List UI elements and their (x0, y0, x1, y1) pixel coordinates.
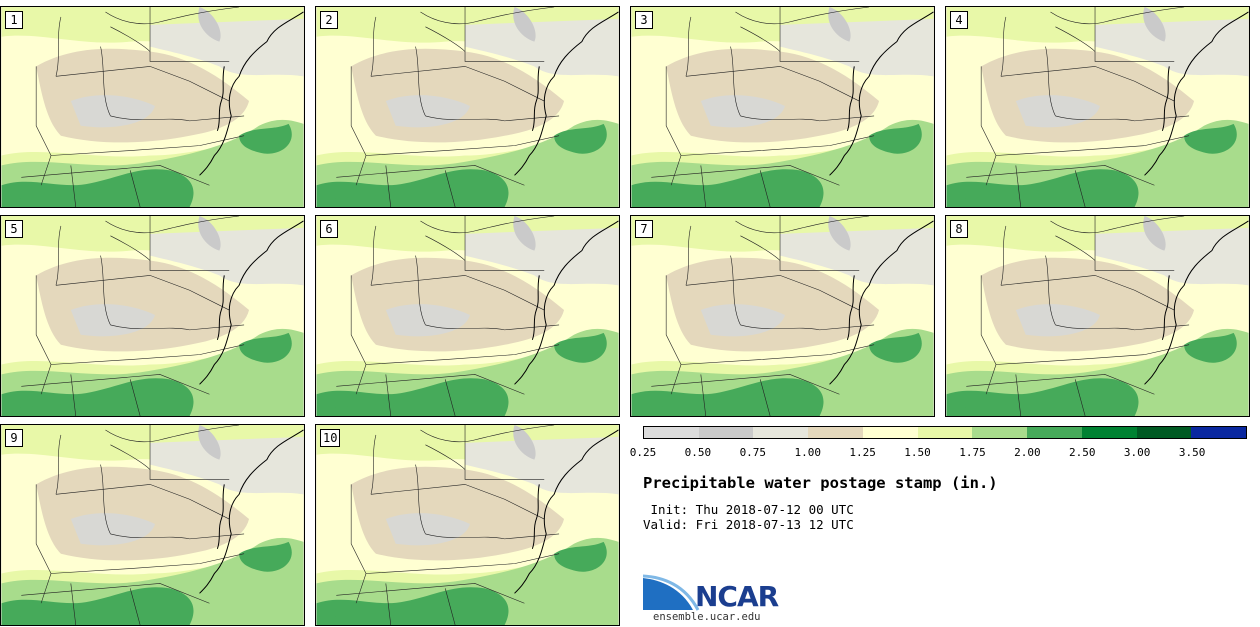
stamp-label-6: 6 (320, 220, 338, 238)
stamp-map-6 (316, 216, 619, 416)
stamp-label-9: 9 (5, 429, 23, 447)
stamp-map-4 (946, 7, 1249, 207)
stamp-label-2: 2 (320, 11, 338, 29)
stamp-panel-4: 4 (945, 6, 1250, 208)
stamp-label-4: 4 (950, 11, 968, 29)
colorbar-tick-label: 2.50 (1069, 446, 1096, 459)
stamp-map-1 (1, 7, 304, 207)
logo-url: ensemble.ucar.edu (653, 611, 761, 623)
stamp-map-8 (946, 216, 1249, 416)
colorbar-segment (917, 427, 973, 438)
stamp-label-10: 10 (320, 429, 341, 447)
colorbar-segment (1136, 427, 1192, 438)
colorbar-tick-label: 3.00 (1123, 446, 1151, 459)
stamp-label-5: 5 (5, 220, 23, 238)
colorbar-tick-label: 1.25 (849, 446, 876, 459)
stamp-panel-6: 6 (315, 215, 620, 417)
colorbar-tick-label: 0.25 (629, 446, 657, 459)
colorbar-tick-label: 0.50 (684, 446, 712, 459)
colorbar (643, 426, 1247, 439)
colorbar-segment (698, 427, 754, 438)
valid-time: Valid: Fri 2018-07-13 12 UTC (643, 517, 854, 532)
colorbar-segment (1027, 427, 1082, 438)
stamp-label-8: 8 (950, 220, 968, 238)
colorbar-tick-label: 1.50 (904, 446, 931, 459)
colorbar-segment (808, 427, 863, 438)
stamp-panel-5: 5 (0, 215, 305, 417)
ncar-logo-icon (643, 574, 700, 611)
colorbar-segment (644, 427, 699, 438)
stamp-map-5 (1, 216, 304, 416)
colorbar-tick-label: 2.00 (1014, 446, 1041, 459)
stamp-map-7 (631, 216, 934, 416)
colorbar-tick-label: 1.75 (959, 446, 986, 459)
stamp-label-1: 1 (5, 11, 23, 29)
colorbar-tick-label: 3.50 (1178, 446, 1206, 459)
stamp-panel-8: 8 (945, 215, 1250, 417)
stamp-map-2 (316, 7, 619, 207)
colorbar-segment (1191, 427, 1247, 438)
stamp-map-9 (1, 425, 304, 625)
colorbar-tick-label: 1.00 (794, 446, 821, 459)
stamp-panel-3: 3 (630, 6, 935, 208)
colorbar-segment (753, 427, 809, 438)
colorbar-segment (1081, 427, 1137, 438)
stamp-map-3 (631, 7, 934, 207)
colorbar-segment (862, 427, 918, 438)
chart-title: Precipitable water postage stamp (in.) (643, 474, 998, 492)
stamp-panel-2: 2 (315, 6, 620, 208)
ncar-logo-text: NCAR (695, 580, 779, 613)
colorbar-segment (972, 427, 1028, 438)
stamp-label-7: 7 (635, 220, 653, 238)
stamp-map-10 (316, 425, 619, 625)
stamp-label-3: 3 (635, 11, 653, 29)
stamp-panel-10: 10 (315, 424, 620, 626)
colorbar-tick-label: 0.75 (739, 446, 767, 459)
stamp-panel-7: 7 (630, 215, 935, 417)
stamp-panel-1: 1 (0, 6, 305, 208)
stamp-panel-9: 9 (0, 424, 305, 626)
init-time: Init: Thu 2018-07-12 00 UTC (643, 502, 854, 517)
